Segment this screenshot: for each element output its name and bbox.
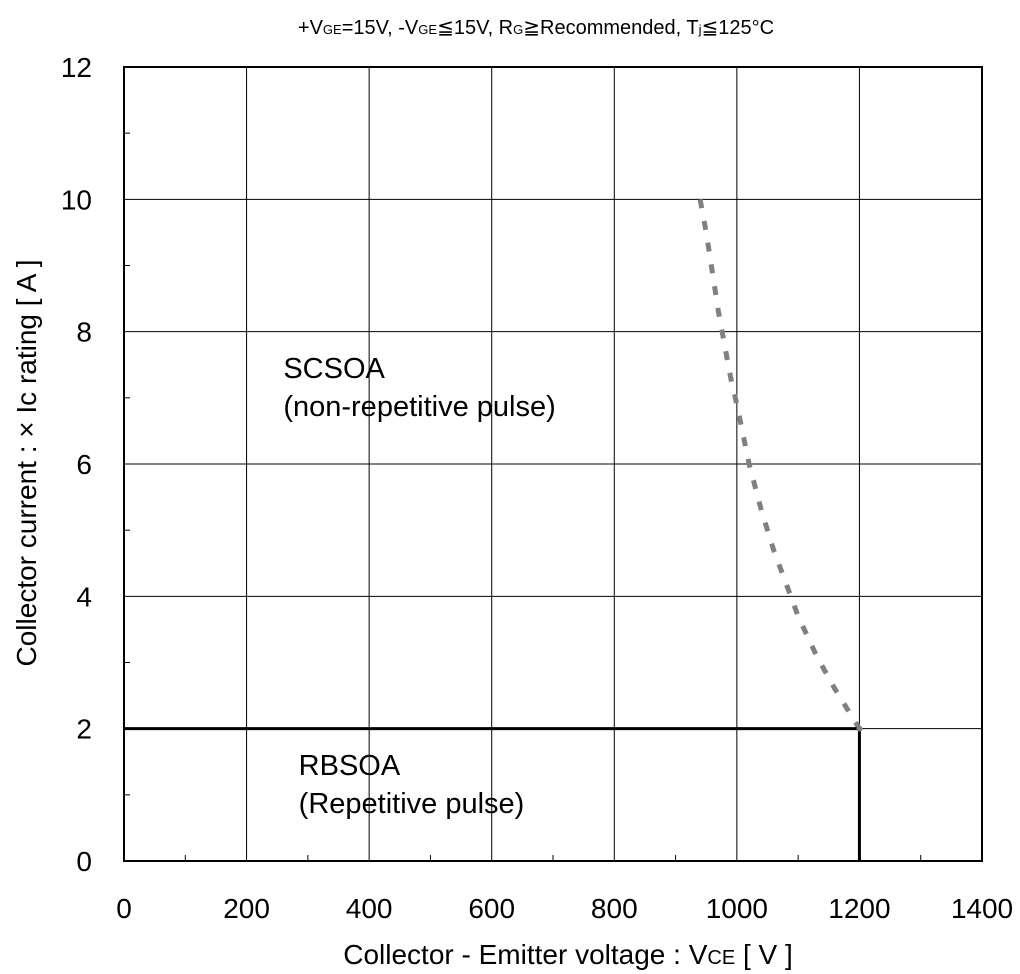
scsoa-line	[697, 198, 862, 730]
annotations: SCSOA (non-repetitive pulse) RBSOA (Repetit…	[283, 353, 555, 820]
x-tick-label: 0	[116, 893, 132, 924]
condition-subscript: j	[698, 22, 702, 37]
y-tick-label: 6	[76, 449, 92, 480]
y-tick-label: 0	[76, 846, 92, 877]
y-tick-label: 2	[76, 714, 92, 745]
y-tick-label: 10	[61, 184, 92, 215]
test-condition: +VGE=15V, -VGE≦15V, RG≧Recommended, Tj≦1…	[298, 17, 774, 39]
condition-subscript: G	[513, 22, 523, 37]
x-tick-label: 1400	[951, 893, 1013, 924]
x-tick-label: 1000	[706, 893, 768, 924]
y-axis-title: Collector current : × Ic rating [ A ]	[11, 260, 42, 667]
condition-text: ≧Recommended, T	[523, 17, 698, 39]
condition-subscript: GE	[323, 22, 342, 37]
x-tick-label: 600	[468, 893, 515, 924]
region-annotation: SCSOA (non-repetitive pulse)	[283, 353, 555, 423]
x-tick-label: 800	[591, 893, 638, 924]
x-axis-title-text: Collector - Emitter voltage : V	[343, 939, 707, 970]
y-tick-labels: 0 2 4 6 8 10 12	[61, 52, 92, 877]
y-tick-label: 12	[61, 52, 92, 83]
condition-text: ≦15V, R	[437, 17, 513, 39]
x-axis-title: Collector - Emitter voltage : VCE [ V ]	[343, 939, 793, 970]
y-tick-label: 4	[76, 581, 92, 612]
condition-text: ≦125°C	[702, 17, 775, 39]
annotation-line: (non-repetitive pulse)	[283, 391, 555, 423]
x-tick-label: 200	[223, 893, 270, 924]
x-tick-label: 400	[346, 893, 393, 924]
series-layer	[124, 198, 863, 861]
x-axis-title-text: [ V ]	[735, 939, 793, 970]
annotation-line: (Repetitive pulse)	[299, 788, 525, 820]
grid-lines	[124, 67, 982, 861]
y-tick-label: 8	[76, 317, 92, 348]
x-tick-label: 1200	[828, 893, 890, 924]
x-axis-title-subscript: CE	[707, 947, 735, 969]
minor-ticks	[124, 132, 922, 861]
annotation-line: RBSOA	[299, 750, 401, 782]
x-tick-labels: 0 200 400 600 800 1000 1200 1400	[116, 893, 1013, 924]
condition-text: +V	[298, 17, 324, 39]
condition-text: =15V, -V	[342, 17, 419, 39]
plot-frame	[123, 66, 983, 862]
curve-end-point	[856, 725, 863, 732]
condition-subscript: GE	[418, 22, 437, 37]
region-annotation: RBSOA (Repetitive pulse)	[299, 750, 525, 820]
annotation-line: SCSOA	[283, 353, 385, 385]
